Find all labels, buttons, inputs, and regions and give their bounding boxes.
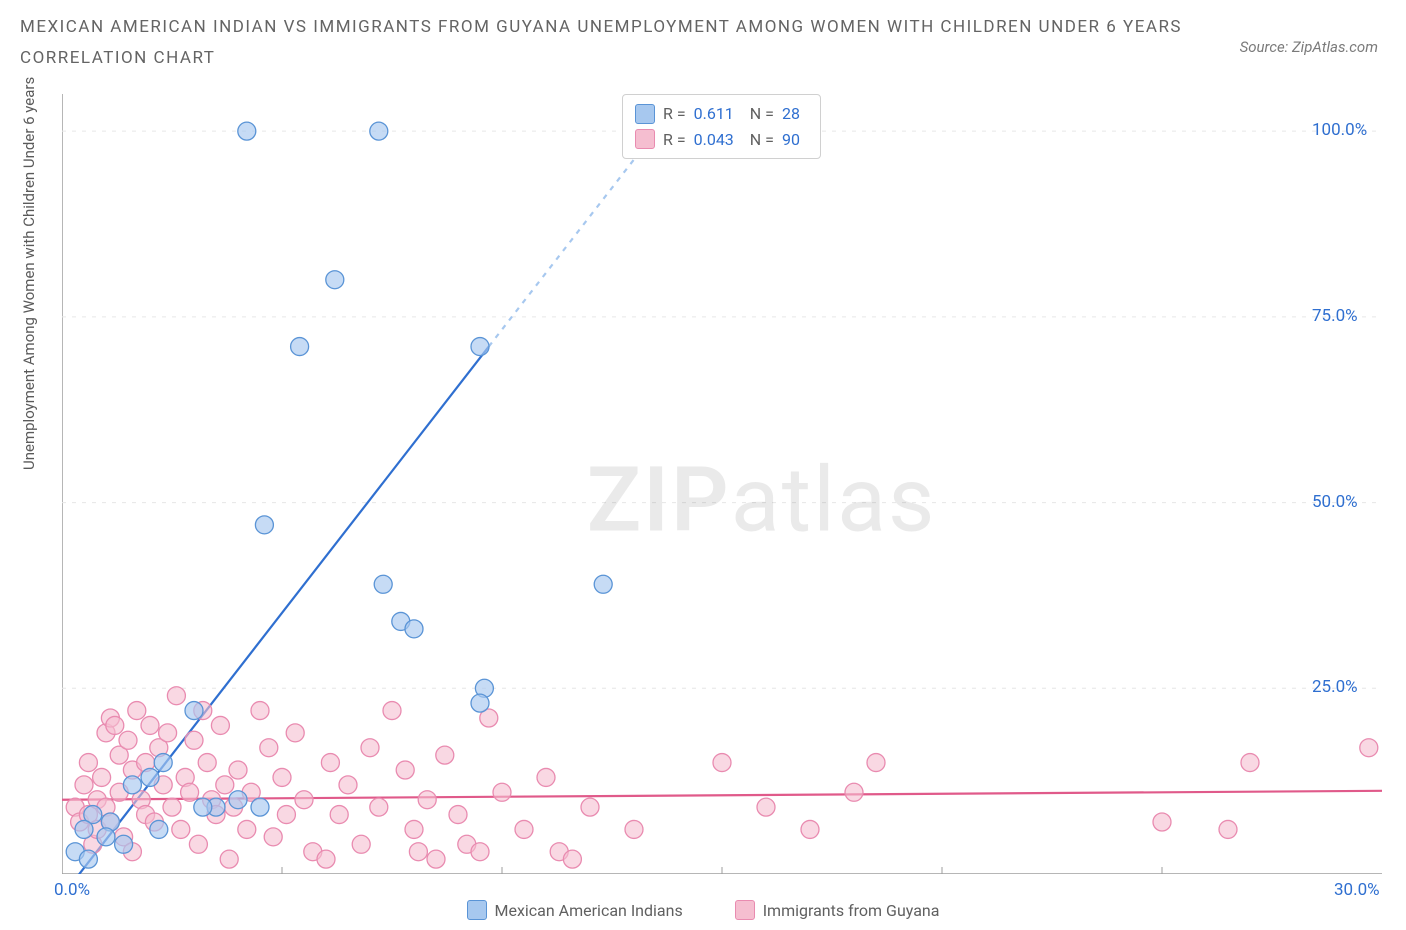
r-value-a: 0.611 [694, 101, 734, 127]
chart-title-line2: CORRELATION CHART [20, 43, 1206, 74]
scatter-chart: ZIPatlas R = 0.611 N = 28 R = 0.043 N = … [62, 94, 1382, 874]
x-tick-label: 30.0% [1334, 880, 1380, 900]
n-label: N = [750, 127, 774, 153]
y-tick-label: 50.0% [1312, 492, 1358, 512]
source-attribution: Source: ZipAtlas.com [1240, 38, 1378, 56]
n-label: N = [750, 101, 774, 127]
legend-item-series-a: Mexican American Indians [467, 900, 683, 920]
swatch-series-a [467, 900, 487, 920]
r-label: R = [663, 127, 686, 153]
legend-label-b: Immigrants from Guyana [763, 901, 940, 920]
legend-item-series-b: Immigrants from Guyana [735, 900, 940, 920]
swatch-series-b [635, 129, 655, 149]
y-tick-label: 100.0% [1312, 120, 1367, 140]
n-value-a: 28 [782, 101, 800, 127]
legend-label-a: Mexican American Indians [495, 901, 683, 920]
chart-svg [62, 94, 1382, 874]
r-value-b: 0.043 [694, 127, 734, 153]
stats-row-series-b: R = 0.043 N = 90 [635, 127, 808, 153]
bottom-legend: Mexican American Indians Immigrants from… [0, 900, 1406, 924]
swatch-series-a [635, 104, 655, 124]
chart-title-line1: MEXICAN AMERICAN INDIAN VS IMMIGRANTS FR… [20, 12, 1206, 43]
n-value-b: 90 [782, 127, 800, 153]
stats-row-series-a: R = 0.611 N = 28 [635, 101, 808, 127]
x-tick-label: 0.0% [54, 880, 90, 900]
correlation-stats-box: R = 0.611 N = 28 R = 0.043 N = 90 [622, 94, 821, 159]
r-label: R = [663, 101, 686, 127]
y-axis-label: Unemployment Among Women with Children U… [20, 77, 38, 470]
swatch-series-b [735, 900, 755, 920]
y-tick-label: 25.0% [1312, 677, 1358, 697]
y-tick-label: 75.0% [1312, 306, 1358, 326]
